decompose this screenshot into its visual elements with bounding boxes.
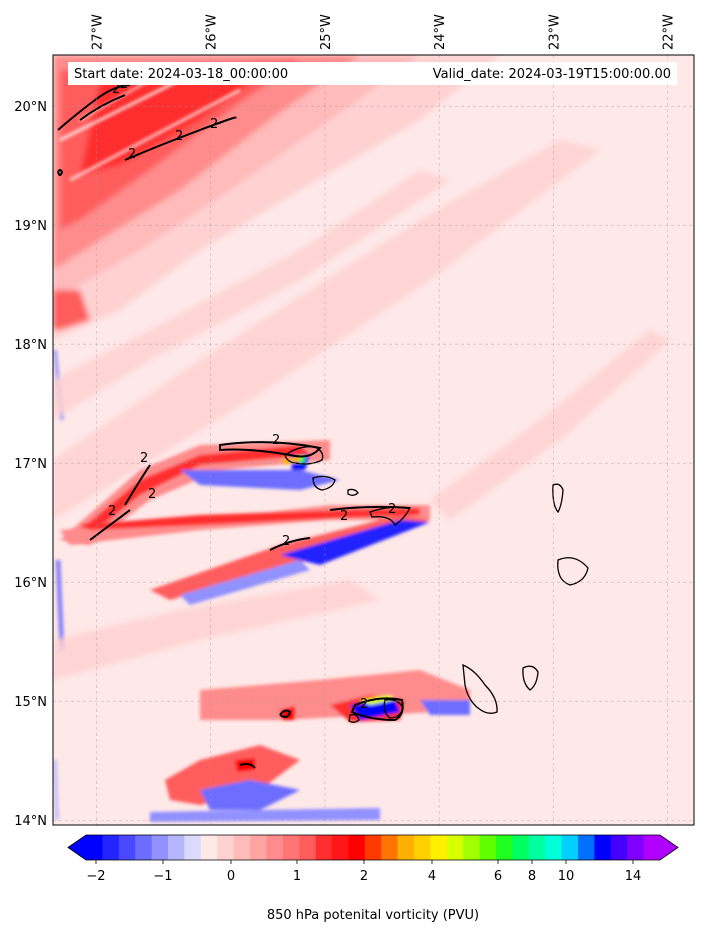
colorbar-segment-22 [446, 835, 464, 860]
lon-tick-label-3: 24°W [433, 14, 448, 50]
island-santo-antao [284, 446, 324, 465]
colorbar-tick-label-7: 8 [528, 869, 536, 884]
island-santa-luzia [347, 488, 359, 496]
colorbar-title: 850 hPa potenital vorticity (PVU) [267, 908, 479, 923]
colorbar-segment-0 [86, 835, 103, 860]
colorbar-segment-32 [610, 835, 628, 860]
pv-field-north-band [53, 55, 500, 340]
contour-label-2: 2 [210, 117, 218, 132]
island-sao-vicente [312, 475, 336, 491]
longitude-tick-labels: 27°W 26°W 25°W 24°W 23°W 22°W [90, 14, 676, 50]
contour-label-8: 2 [282, 534, 290, 549]
island-boa-vista [557, 557, 589, 586]
contour-label-9: 2 [340, 509, 348, 524]
colorbar-segment-6 [184, 835, 202, 860]
colorbar-segment-13 [299, 835, 317, 860]
colorbar-segment-9 [233, 835, 251, 860]
colorbar-outline [67, 834, 679, 861]
colorbar-tick-label-5: 4 [428, 869, 436, 884]
contour-label-0: 2 [112, 82, 120, 97]
colorbar-segment-20 [414, 835, 431, 860]
colorbar-segment-10 [250, 835, 267, 860]
colorbar-segment-15 [332, 835, 349, 860]
colorbar [67, 834, 679, 861]
lat-tick-label-4: 16°N [14, 576, 47, 591]
colorbar-segment-16 [348, 835, 366, 860]
map-panel: 2222222222222 Start date: 2024-03-18_00:… [53, 55, 694, 825]
lon-tick-label-0: 27°W [90, 14, 105, 50]
colorbar-segment-27 [528, 835, 546, 860]
gridlines [53, 55, 694, 825]
lon-tick-label-1: 26°W [205, 14, 220, 50]
colorbar-segment-7 [200, 835, 218, 860]
island-sao-nicolau [369, 506, 411, 526]
valid-date-text: Valid_date: 2024-03-19T15:00:00.00 [433, 67, 671, 82]
colorbar-tick-label-4: 2 [360, 869, 368, 884]
colorbar-segment-30 [578, 835, 595, 860]
colorbar-tick-label-8: 10 [558, 869, 575, 884]
colorbar-segment-17 [364, 835, 382, 860]
colorbar-segment-23 [463, 835, 481, 860]
colorbar-tick-label-0: −2 [86, 869, 105, 884]
contour-label-3: 2 [128, 147, 136, 162]
colorbar-segment-18 [381, 835, 399, 860]
island-brava [348, 713, 360, 723]
colorbar-segment-11 [266, 835, 284, 860]
colorbar-segment-14 [315, 835, 333, 860]
contour-label-1: 2 [175, 129, 183, 144]
colorbar-segment-12 [282, 835, 300, 860]
lat-tick-label-5: 15°N [14, 695, 47, 710]
colorbar-segment-28 [545, 835, 563, 860]
start-date-text: Start date: 2024-03-18_00:00:00 [74, 67, 288, 82]
colorbar-tick-label-6: 6 [494, 869, 502, 884]
colorbar-segment-1 [102, 835, 120, 860]
contour-label-11: 2 [360, 697, 368, 712]
contour-label-5: 2 [148, 487, 156, 502]
pv-field-diagonal-bands [53, 140, 670, 680]
colorbar-extend-min [68, 835, 86, 860]
contour-label-10: 2 [388, 502, 396, 517]
colorbar-segment-34 [643, 835, 661, 860]
date-info-background [68, 62, 677, 85]
colorbar-segment-8 [217, 835, 235, 860]
lat-tick-label-1: 19°N [14, 219, 47, 234]
colorbar-tick-label-2: 0 [227, 869, 235, 884]
colorbar-segment-29 [561, 835, 579, 860]
colorbar-segment-26 [512, 835, 530, 860]
lat-tick-label-3: 17°N [14, 457, 47, 472]
colorbar-segment-25 [496, 835, 513, 860]
contour-label-7: 2 [272, 433, 280, 448]
latitude-tick-labels: 20°N 19°N 18°N 17°N 16°N 15°N 14°N [14, 100, 47, 829]
colorbar-segment-19 [397, 835, 415, 860]
colorbar-segment-21 [430, 835, 448, 860]
colorbar-segment-33 [627, 835, 645, 860]
colorbar-extend-max [660, 835, 678, 860]
colorbar-segment-2 [118, 835, 136, 860]
colorbar-segment-4 [151, 835, 169, 860]
date-info-box: Start date: 2024-03-18_00:00:00 Valid_da… [68, 62, 677, 85]
lat-tick-label-0: 20°N [14, 100, 47, 115]
colorbar-tick-labels: −2 −1 0 1 2 4 6 8 10 14 [86, 860, 641, 884]
island-maio [522, 665, 539, 691]
contour-label-6: 2 [108, 504, 116, 519]
lat-tick-label-2: 18°N [14, 338, 47, 353]
lon-tick-label-2: 25°W [319, 14, 334, 50]
colorbar-tick-label-3: 1 [293, 869, 301, 884]
colorbar-segment-31 [594, 835, 612, 860]
lon-tick-label-4: 23°W [547, 14, 562, 50]
contour-label-4: 2 [140, 451, 148, 466]
colorbar-tick-label-1: −1 [153, 869, 172, 884]
lon-tick-label-5: 22°W [662, 14, 677, 50]
colorbar-segment-5 [168, 835, 185, 860]
map-frame [52, 54, 695, 826]
colorbar-segment-24 [479, 835, 497, 860]
lat-tick-label-6: 14°N [14, 814, 47, 829]
island-santiago [462, 663, 498, 714]
colorbar-tick-label-9: 14 [625, 869, 642, 884]
colorbar-segment-3 [135, 835, 153, 860]
